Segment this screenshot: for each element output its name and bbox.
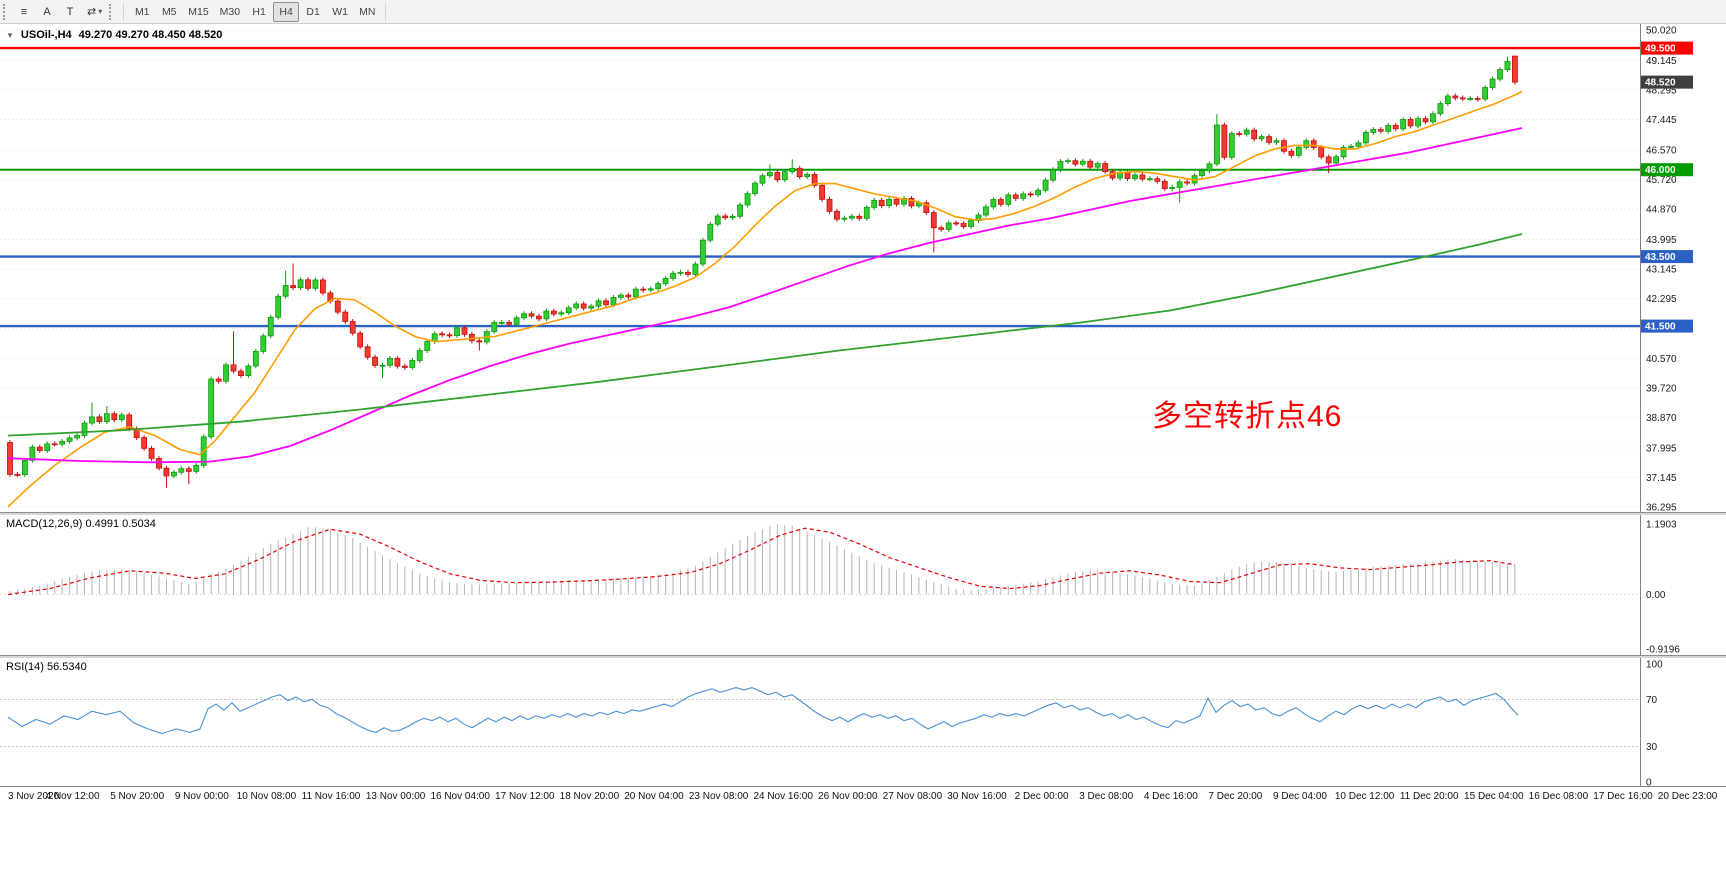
time-axis-label: 10 Nov 08:00 <box>236 791 297 802</box>
time-axis-label: 17 Nov 12:00 <box>495 791 555 802</box>
svg-text:43.500: 43.500 <box>1645 252 1676 263</box>
svg-text:70: 70 <box>1646 695 1658 706</box>
svg-text:43.145: 43.145 <box>1646 264 1677 275</box>
timeframe-button-w1[interactable]: W1 <box>327 2 353 22</box>
svg-text:37.995: 37.995 <box>1646 443 1677 454</box>
time-axis-label: 13 Nov 00:00 <box>365 791 426 802</box>
main-toolbar: ≡ A T ⇄ ▾ M1 M5 M15 M30 H1 H4 D1 W1 MN <box>0 0 1726 24</box>
svg-text:36.295: 36.295 <box>1646 503 1677 513</box>
svg-text:49.500: 49.500 <box>1645 44 1676 55</box>
chart-cycle-button[interactable]: ⇄ ▾ <box>82 2 107 22</box>
cursor-a-button[interactable]: A <box>36 2 58 22</box>
time-axis-label: 7 Dec 20:00 <box>1208 791 1263 802</box>
svg-text:48.520: 48.520 <box>1645 78 1676 89</box>
svg-text:-0.9196: -0.9196 <box>1646 645 1680 656</box>
time-axis-label: 10 Dec 12:00 <box>1334 791 1395 802</box>
time-axis-label: 16 Dec 08:00 <box>1528 791 1589 802</box>
svg-text:30: 30 <box>1646 742 1658 753</box>
price-chart-canvas[interactable]: 50.020 49.145 48.295 47.445 46.570 45.720 44.8… <box>0 24 1726 512</box>
svg-text:46.000: 46.000 <box>1645 165 1676 176</box>
time-axis[interactable]: 3 Nov 2020 4 Nov 12:00 5 Nov 20:00 9 Nov 00… <box>0 787 1726 811</box>
svg-text:49.145: 49.145 <box>1646 56 1677 67</box>
time-axis-label: 5 Nov 20:00 <box>110 791 165 802</box>
time-axis-label: 4 Nov 12:00 <box>45 791 100 802</box>
timeframe-button-m30[interactable]: M30 <box>215 2 245 22</box>
panel-splitter[interactable] <box>0 655 1726 658</box>
time-axis-label: 16 Nov 04:00 <box>430 791 490 802</box>
time-axis-label: 17 Dec 16:00 <box>1593 791 1653 802</box>
time-axis-label: 18 Nov 20:00 <box>559 791 620 802</box>
svg-text:37.145: 37.145 <box>1646 473 1677 484</box>
text-tool-button[interactable]: T <box>59 2 81 22</box>
time-axis-label: 24 Nov 16:00 <box>753 791 813 802</box>
rsi-indicator-label: RSI(14) 56.5340 <box>6 661 87 673</box>
time-axis-label: 11 Dec 20:00 <box>1399 791 1459 802</box>
toolbar-grip[interactable] <box>3 3 9 20</box>
svg-text:38.870: 38.870 <box>1646 413 1677 424</box>
chart-text-annotation[interactable]: 多空转折点46 <box>1152 400 1343 433</box>
timeframe-button-m15[interactable]: M15 <box>183 2 213 22</box>
svg-text:43.995: 43.995 <box>1646 235 1677 246</box>
toolbar-separator <box>385 2 387 21</box>
timeframe-button-m1[interactable]: M1 <box>129 2 155 22</box>
chart-ohlc-values: 49.270 49.270 48.450 48.520 <box>78 29 223 41</box>
svg-text:47.445: 47.445 <box>1646 115 1677 126</box>
time-axis-label: 23 Nov 08:00 <box>688 791 749 802</box>
chart-symbol-label: USOil-,H4 <box>20 29 72 41</box>
time-axis-label: 26 Nov 00:00 <box>818 791 878 802</box>
time-axis-label: 2 Dec 00:00 <box>1014 791 1069 802</box>
timeframe-button-m5[interactable]: M5 <box>156 2 182 22</box>
svg-text:0: 0 <box>1646 778 1652 787</box>
panel-splitter[interactable] <box>0 512 1726 515</box>
toolbar-grip[interactable] <box>109 3 115 20</box>
svg-text:44.870: 44.870 <box>1646 204 1677 215</box>
time-axis-label: 15 Dec 04:00 <box>1464 791 1524 802</box>
svg-text:100: 100 <box>1646 660 1663 671</box>
svg-text:48.295: 48.295 <box>1646 85 1677 96</box>
toolbar-separator <box>123 2 125 21</box>
macd-indicator-label: MACD(12,26,9) 0.4991 0.5034 <box>6 518 156 530</box>
timeframe-button-mn[interactable]: MN <box>354 2 380 22</box>
caret-down-icon: ▾ <box>98 7 103 16</box>
collapse-icon[interactable]: ▼ <box>6 30 14 40</box>
macd-canvas[interactable]: 1.1903 0.00 -0.9196 <box>0 515 1726 655</box>
svg-text:39.720: 39.720 <box>1646 383 1677 394</box>
time-axis-label: 4 Dec 16:00 <box>1143 791 1198 802</box>
time-axis-label: 9 Dec 04:00 <box>1273 791 1327 802</box>
chart-title: ▼ USOil-,H4 49.270 49.270 48.450 48.520 <box>6 29 222 41</box>
svg-text:46.570: 46.570 <box>1646 145 1677 156</box>
time-axis-label: 20 Dec 23:00 <box>1657 791 1718 802</box>
svg-text:50.020: 50.020 <box>1646 26 1677 37</box>
timeframe-button-d1[interactable]: D1 <box>300 2 326 22</box>
timeframe-button-h1[interactable]: H1 <box>246 2 272 22</box>
cycle-icon: ⇄ <box>87 6 97 18</box>
time-axis-label: 3 Nov 2020 <box>8 791 60 802</box>
rsi-canvas[interactable]: 100 70 30 0 <box>0 658 1726 786</box>
timeframe-button-h4[interactable]: H4 <box>273 1 300 22</box>
time-axis-label: 3 Dec 08:00 <box>1079 791 1134 802</box>
timeframe-group: M1 M5 M15 M30 H1 H4 D1 W1 MN <box>129 1 380 22</box>
svg-text:0.00: 0.00 <box>1646 590 1666 601</box>
svg-text:1.1903: 1.1903 <box>1646 520 1677 531</box>
menu-button[interactable]: ≡ <box>13 2 35 22</box>
svg-text:41.500: 41.500 <box>1645 322 1676 333</box>
time-axis-label: 9 Nov 00:00 <box>174 791 229 802</box>
time-axis-border <box>0 786 1726 787</box>
menu-icon: ≡ <box>20 5 28 18</box>
time-axis-label: 11 Nov 16:00 <box>301 791 361 802</box>
time-axis-label: 30 Nov 16:00 <box>947 791 1007 802</box>
svg-text:40.570: 40.570 <box>1646 354 1677 365</box>
time-axis-label: 20 Nov 04:00 <box>624 791 684 802</box>
time-axis-label: 27 Nov 08:00 <box>882 791 943 802</box>
svg-text:42.295: 42.295 <box>1646 294 1677 305</box>
svg-text:45.720: 45.720 <box>1646 175 1677 186</box>
